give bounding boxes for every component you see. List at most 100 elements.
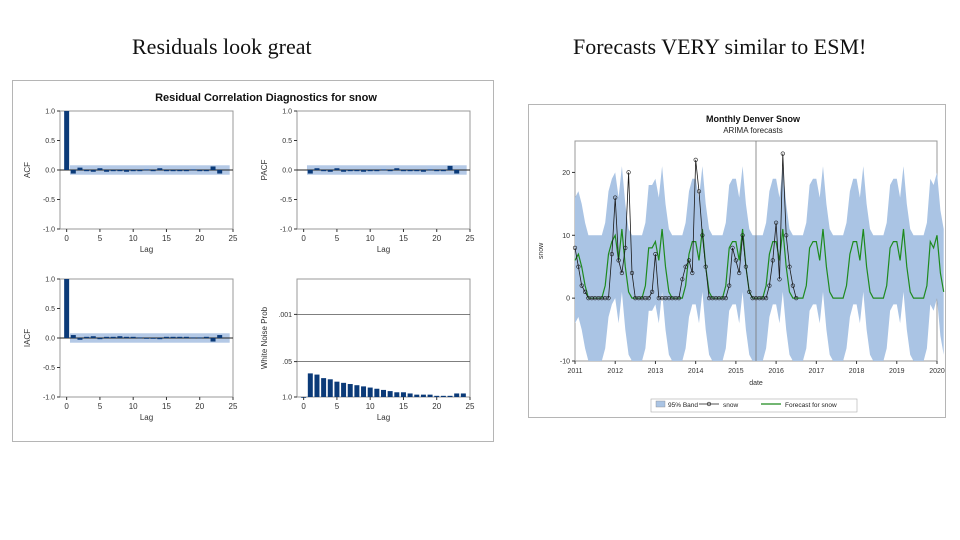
- bar-lag-18: [420, 394, 426, 397]
- x-axis-label: date: [749, 380, 763, 387]
- bar-lag-15: [163, 336, 169, 338]
- snow-point-11: [609, 252, 614, 257]
- bar-lag-14: [394, 168, 400, 170]
- bar-lag-7: [347, 384, 353, 397]
- bar-lag-22: [210, 166, 216, 170]
- forecast-95-band: [575, 166, 944, 361]
- forecast-chart: Monthly Denver Snow ARIMA forecasts 20 10…: [538, 114, 945, 413]
- x-tick-label: 10: [129, 402, 138, 411]
- bar-lag-3: [321, 170, 327, 172]
- snow-point-47: [730, 245, 735, 250]
- bar-lag-6: [341, 382, 347, 397]
- bar-lag-9: [361, 386, 367, 397]
- snow-point-0: [572, 245, 578, 250]
- forecast-subtitle: ARIMA forecasts: [723, 126, 783, 135]
- snow-point-55: [757, 296, 762, 301]
- x-tick-label: 2020: [929, 368, 945, 375]
- bar-lag-4: [90, 170, 96, 172]
- bar-lag-19: [427, 394, 433, 397]
- x-tick-label: 5: [335, 402, 340, 411]
- bar-lag-11: [137, 337, 143, 339]
- y-tick-label: 20: [562, 170, 570, 177]
- snow-point-62: [780, 151, 785, 156]
- snow-point-45: [723, 296, 728, 301]
- bar-lag-20: [434, 170, 440, 172]
- y-tick-label: 1.0: [45, 277, 55, 284]
- bar-lag-4: [90, 336, 96, 338]
- snow-point-32: [680, 277, 685, 282]
- y-tick-label: 1.0: [45, 109, 55, 116]
- snow-point-14: [619, 270, 624, 276]
- bar-lag-11: [374, 388, 380, 397]
- bar-lag-5: [334, 381, 340, 397]
- x-tick-label: 25: [229, 402, 238, 411]
- bar-lag-19: [190, 337, 196, 339]
- legend-band-label: 95% Band: [668, 402, 698, 409]
- bar-lag-17: [177, 336, 183, 338]
- x-tick-label: 20: [195, 234, 204, 243]
- snow-point-24: [653, 252, 658, 257]
- x-tick-label: 20: [195, 402, 204, 411]
- snow-point-50: [740, 233, 745, 238]
- bar-lag-2: [77, 167, 83, 170]
- x-tick-label: 5: [98, 402, 103, 411]
- legend-band-swatch: [655, 400, 666, 408]
- bar-lag-8: [354, 385, 360, 397]
- x-axis-label: Lag: [140, 413, 153, 422]
- bar-lag-1: [70, 170, 76, 174]
- snow-point-13: [616, 258, 621, 263]
- bar-lag-3: [321, 378, 327, 397]
- y-tick-label: 1.0: [282, 109, 292, 116]
- bar-lag-11: [137, 170, 143, 172]
- bar-lag-16: [407, 393, 413, 397]
- x-axis-label: Lag: [140, 245, 153, 254]
- snow-point-63: [784, 233, 789, 238]
- y-axis-label: White Noise Prob: [260, 306, 269, 369]
- x-tick-label: 20: [432, 234, 441, 243]
- y-tick-label: 0.0: [282, 168, 292, 175]
- snow-point-49: [737, 270, 742, 276]
- y-tick-label: -10: [560, 359, 570, 366]
- bar-lag-2: [314, 374, 320, 397]
- bar-lag-21: [203, 170, 209, 172]
- diag-panel-pacf: 1.0 0.5 0.0 -0.5 -1.0 0 5 10 15 20 25 Lag PACF: [260, 109, 475, 255]
- snow-point-51: [743, 264, 748, 269]
- diag-panel-acf: 1.0 0.5 0.0 -0.5 -1.0 0 5 10 15 20 25 Lag ACF: [23, 109, 238, 255]
- bar-lag-19: [427, 169, 433, 171]
- snow-point-10: [606, 296, 611, 301]
- diag-panel-iacf: 1.0 0.5 0.0 -0.5 -1.0 0 5 10 15 20 25 Lag IACF: [23, 277, 238, 423]
- x-tick-label: 25: [466, 402, 475, 411]
- snow-line: [574, 153, 797, 299]
- snow-point-33: [683, 264, 688, 269]
- y-tick-label: -0.5: [43, 365, 55, 372]
- bar-lag-2: [314, 168, 320, 170]
- snow-point-60: [774, 220, 779, 225]
- bar-lag-20: [434, 395, 440, 397]
- bar-lag-0: [64, 279, 70, 338]
- bar-lag-13: [150, 170, 156, 172]
- bar-lag-18: [183, 170, 189, 172]
- legend-box: [650, 398, 858, 413]
- x-tick-label: 15: [162, 402, 171, 411]
- x-tick-label: 0: [301, 402, 306, 411]
- bar-lag-15: [163, 170, 169, 172]
- bar-lag-23: [217, 170, 223, 174]
- bar-lag-14: [157, 338, 163, 340]
- snow-point-58: [767, 283, 772, 288]
- residual-diagnostics-chart: Residual Correlation Diagnostics for sno…: [23, 92, 475, 423]
- snow-point-57: [764, 296, 769, 301]
- bar-lag-1: [307, 373, 313, 397]
- bar-lag-4: [327, 379, 333, 397]
- bar-lag-22: [210, 338, 216, 342]
- bar-lag-23: [454, 393, 460, 397]
- x-tick-label: 2012: [607, 368, 623, 375]
- snow-point-66: [794, 296, 799, 301]
- y-tick-label: .05: [282, 359, 292, 366]
- snow-point-3: [582, 289, 588, 294]
- x-tick-label: 2019: [889, 368, 905, 375]
- left-slide-title: Residuals look great: [132, 34, 312, 59]
- y-tick-label: 1.0: [282, 395, 292, 402]
- bar-lag-8: [117, 336, 123, 338]
- bar-lag-9: [124, 170, 130, 172]
- snow-point-16: [626, 170, 631, 175]
